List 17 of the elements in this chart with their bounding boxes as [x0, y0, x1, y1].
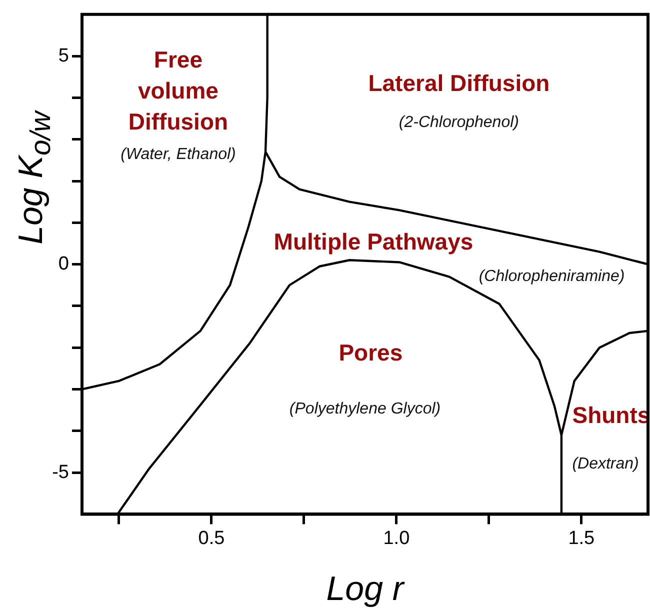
annotation: Free volume Diffusion — [128, 46, 228, 135]
x-tick-label: 1.0 — [383, 528, 410, 549]
annotation: Pores — [338, 340, 403, 366]
y-tick-label: 5 — [58, 45, 69, 66]
annotation: Lateral Diffusion — [368, 70, 550, 96]
annotation: Shunts — [572, 402, 650, 428]
annotation: (Water, Ethanol) — [120, 146, 236, 163]
y-tick-label: 0 — [58, 254, 69, 275]
annotation: Multiple Pathways — [274, 228, 474, 255]
annotation: (Dextran) — [572, 456, 639, 473]
annotation: (2-Chlorophenol) — [398, 114, 519, 131]
annotation: (Chloropheniramine) — [478, 268, 625, 286]
y-tick-label: -5 — [52, 462, 69, 483]
x-tick-label: 0.5 — [198, 528, 225, 549]
annotation: (Polyethylene Glycol) — [289, 400, 441, 418]
x-tick-label: 1.5 — [568, 528, 595, 549]
x-axis-title: Log r — [325, 570, 406, 609]
